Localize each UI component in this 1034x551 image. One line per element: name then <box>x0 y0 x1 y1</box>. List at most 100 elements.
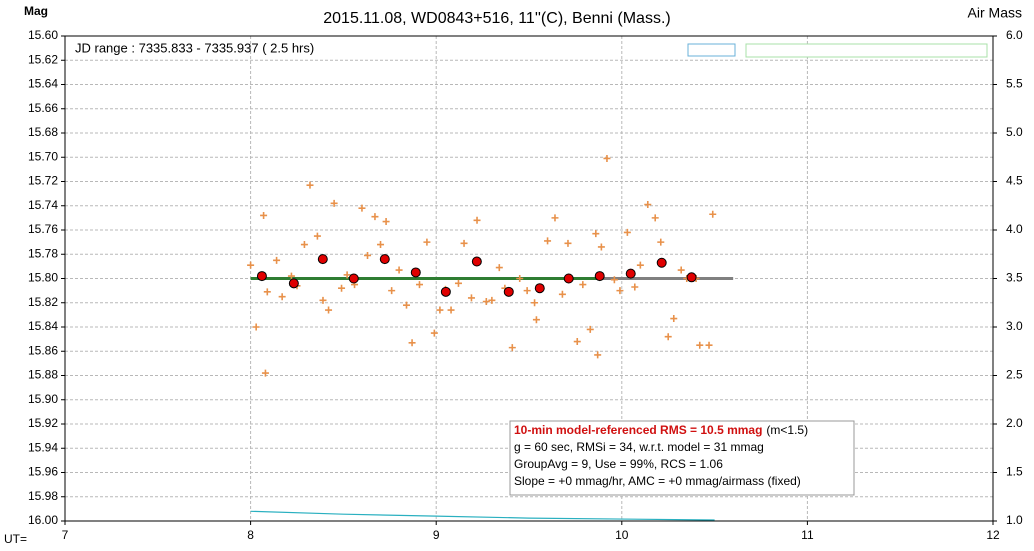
group-average <box>656 257 667 268</box>
x-tick-label: 7 <box>62 528 69 542</box>
data-point <box>382 218 390 226</box>
data-point <box>482 298 490 306</box>
data-point <box>388 287 396 295</box>
group-average <box>471 256 482 267</box>
data-point <box>664 333 672 341</box>
data-point <box>610 276 618 284</box>
group-average <box>686 272 697 283</box>
data-point <box>544 237 552 245</box>
data-point <box>436 306 444 314</box>
legend-box <box>687 43 736 57</box>
data-point <box>677 266 685 274</box>
y2-tick-label: 3.5 <box>1006 271 1023 285</box>
data-point <box>371 213 379 221</box>
plot-frame <box>64 35 994 522</box>
annotation-headline: 10-min model-referenced RMS = 10.5 mmag (… <box>514 423 808 437</box>
data-point <box>573 338 581 346</box>
data-point <box>516 275 524 282</box>
x-axis-label: UT= <box>4 532 27 546</box>
group-average <box>348 273 359 284</box>
y2-tick-label: 2.0 <box>1006 416 1023 430</box>
data-point <box>415 281 423 289</box>
y-tick-label: 15.66 <box>28 101 58 115</box>
data-point <box>473 216 481 224</box>
data-point <box>551 214 559 222</box>
data-point <box>447 306 455 314</box>
annotation-line: GroupAvg = 9, Use = 99%, RCS = 1.06 <box>514 457 723 471</box>
y-tick-label: 15.88 <box>28 368 58 382</box>
group-average <box>379 254 390 265</box>
chart-title: 2015.11.08, WD0843+516, 11''(C), Benni (… <box>323 10 670 27</box>
data-point <box>338 284 346 292</box>
y-tick-label: 15.90 <box>28 392 58 406</box>
x-tick-label: 11 <box>801 528 814 542</box>
data-point <box>247 261 255 269</box>
data-point <box>531 299 539 307</box>
data-point <box>644 201 652 209</box>
group-average <box>288 278 299 289</box>
group-average <box>256 271 267 282</box>
y2-tick-label: 6.0 <box>1006 28 1023 42</box>
data-point <box>670 315 678 323</box>
series-line <box>250 510 715 521</box>
data-point <box>260 211 268 219</box>
x-tick-label: 12 <box>986 528 1000 542</box>
y2-tick-label: 5.5 <box>1006 77 1023 91</box>
annotation-note: (m<1.5) <box>766 423 808 437</box>
data-point <box>395 266 403 274</box>
data-point <box>313 232 321 240</box>
group-average <box>563 273 574 284</box>
data-point <box>358 204 366 212</box>
y-tick-label: 15.94 <box>28 440 58 454</box>
y2-tick-label: 1.0 <box>1006 513 1023 527</box>
y-tick-label: 15.80 <box>28 271 58 285</box>
y-tick-label: 15.60 <box>28 28 58 42</box>
group-average <box>317 254 328 265</box>
data-point <box>594 351 602 359</box>
legend-box <box>745 43 988 58</box>
annotation-box <box>509 420 855 496</box>
y-tick-label: 15.72 <box>28 174 58 188</box>
x-tick-label: 9 <box>433 528 440 542</box>
data-point <box>273 256 281 264</box>
data-point <box>636 261 644 269</box>
data-point <box>508 344 516 352</box>
group-average <box>625 268 636 279</box>
data-point <box>532 316 540 324</box>
data-point <box>564 239 572 247</box>
data-point <box>408 339 416 347</box>
y2-axis-label: Air Mass <box>968 5 1022 21</box>
data-point <box>597 243 605 251</box>
data-point <box>403 301 411 309</box>
y-tick-label: 15.84 <box>28 319 58 333</box>
y2-tick-label: 1.5 <box>1006 465 1023 479</box>
y-tick-label: 15.62 <box>28 52 58 66</box>
data-point <box>523 287 531 295</box>
data-point <box>300 241 308 249</box>
data-point <box>631 283 639 291</box>
data-point <box>252 323 260 331</box>
group-average <box>534 283 545 294</box>
data-point <box>377 241 385 249</box>
data-point <box>319 296 327 304</box>
annotation-line: Slope = +0 mmag/hr, AMC = +0 mmag/airmas… <box>514 474 801 488</box>
data-point <box>616 287 624 295</box>
y-tick-label: 15.70 <box>28 149 58 163</box>
y2-tick-label: 3.0 <box>1006 319 1023 333</box>
data-point <box>558 290 566 298</box>
data-point <box>592 230 600 238</box>
annotation-line: g = 60 sec, RMSi = 34, w.r.t. model = 31… <box>514 440 764 454</box>
data-point <box>696 341 704 349</box>
data-point <box>705 341 713 349</box>
y2-tick-label: 5.0 <box>1006 125 1023 139</box>
y-tick-label: 16.00 <box>28 513 58 527</box>
data-point <box>306 181 314 189</box>
data-point <box>430 329 438 337</box>
y-tick-label: 15.64 <box>28 77 58 91</box>
data-point <box>278 293 286 301</box>
y2-tick-label: 4.0 <box>1006 222 1023 236</box>
data-point <box>495 264 503 272</box>
group-average <box>410 267 421 278</box>
data-point <box>657 238 665 246</box>
